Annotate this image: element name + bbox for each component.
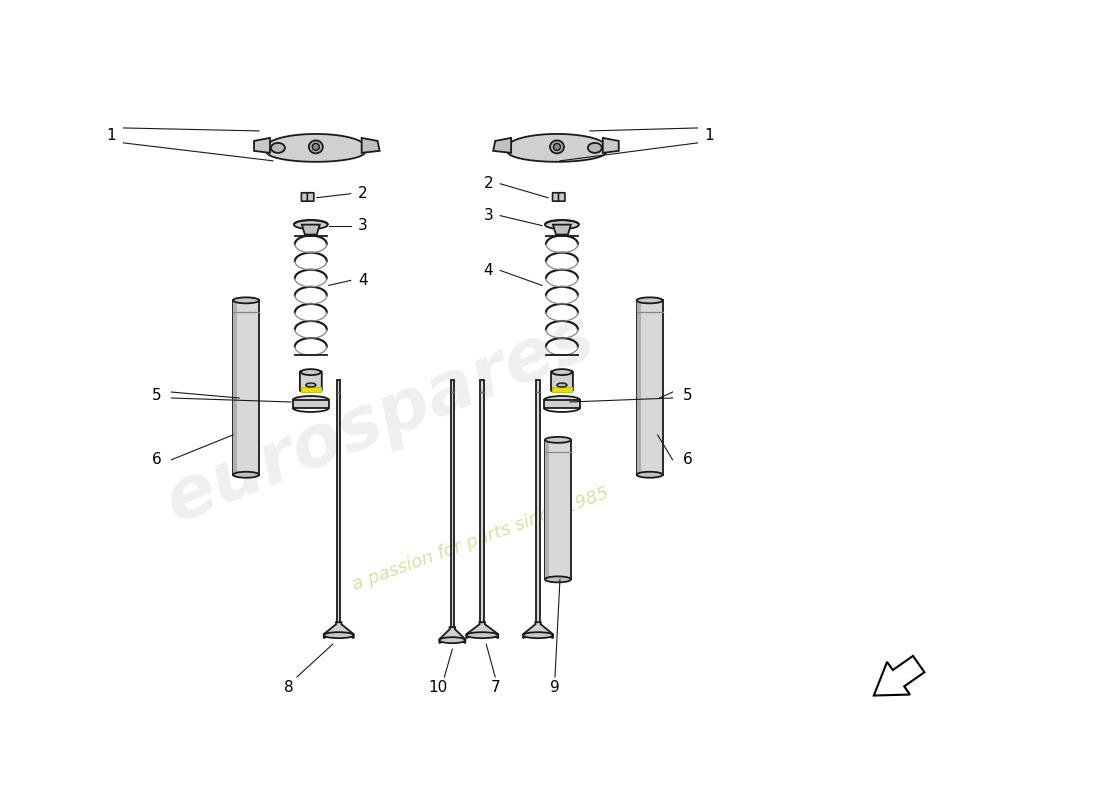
Polygon shape bbox=[507, 134, 606, 162]
FancyBboxPatch shape bbox=[544, 400, 580, 408]
Polygon shape bbox=[337, 380, 341, 626]
Polygon shape bbox=[637, 300, 662, 474]
Polygon shape bbox=[301, 225, 320, 234]
FancyBboxPatch shape bbox=[559, 193, 565, 201]
Text: eurospares: eurospares bbox=[156, 302, 605, 538]
Ellipse shape bbox=[233, 472, 258, 478]
Ellipse shape bbox=[637, 472, 662, 478]
Text: 6: 6 bbox=[152, 452, 162, 467]
FancyBboxPatch shape bbox=[307, 193, 314, 201]
Text: 7: 7 bbox=[491, 679, 501, 694]
Text: 5: 5 bbox=[683, 387, 692, 402]
Polygon shape bbox=[466, 622, 498, 638]
Ellipse shape bbox=[637, 298, 662, 303]
Text: 1: 1 bbox=[705, 129, 714, 143]
Ellipse shape bbox=[439, 637, 465, 643]
Polygon shape bbox=[362, 138, 380, 153]
Polygon shape bbox=[233, 300, 258, 474]
Bar bbox=[637, 300, 640, 474]
FancyBboxPatch shape bbox=[293, 400, 329, 408]
Polygon shape bbox=[481, 380, 484, 626]
Ellipse shape bbox=[294, 220, 328, 229]
Polygon shape bbox=[537, 380, 540, 626]
FancyBboxPatch shape bbox=[301, 193, 308, 201]
Ellipse shape bbox=[587, 143, 602, 153]
Polygon shape bbox=[873, 656, 924, 695]
Polygon shape bbox=[544, 440, 571, 579]
Text: 4: 4 bbox=[358, 273, 367, 288]
Text: 10: 10 bbox=[429, 679, 448, 694]
Ellipse shape bbox=[466, 632, 498, 638]
Polygon shape bbox=[254, 138, 270, 153]
Polygon shape bbox=[266, 134, 365, 162]
Ellipse shape bbox=[544, 220, 579, 229]
Ellipse shape bbox=[550, 141, 564, 154]
Text: 3: 3 bbox=[483, 208, 493, 223]
FancyBboxPatch shape bbox=[301, 387, 321, 392]
Text: 2: 2 bbox=[483, 176, 493, 191]
Text: 8: 8 bbox=[284, 679, 294, 694]
FancyBboxPatch shape bbox=[552, 387, 572, 392]
FancyBboxPatch shape bbox=[551, 371, 573, 391]
Text: 5: 5 bbox=[152, 387, 162, 402]
Ellipse shape bbox=[233, 298, 258, 303]
Bar bbox=[233, 300, 236, 474]
FancyBboxPatch shape bbox=[552, 193, 559, 201]
Ellipse shape bbox=[544, 396, 580, 404]
Text: 4: 4 bbox=[483, 263, 493, 278]
FancyBboxPatch shape bbox=[300, 371, 322, 391]
Ellipse shape bbox=[524, 632, 553, 638]
Text: 9: 9 bbox=[550, 679, 560, 694]
Text: 3: 3 bbox=[358, 218, 367, 233]
Text: a passion for parts since 1985: a passion for parts since 1985 bbox=[350, 485, 612, 594]
Polygon shape bbox=[524, 622, 553, 638]
Ellipse shape bbox=[301, 369, 321, 375]
Ellipse shape bbox=[544, 437, 571, 443]
Ellipse shape bbox=[309, 141, 322, 154]
Ellipse shape bbox=[323, 632, 354, 638]
Bar bbox=[544, 440, 549, 579]
Polygon shape bbox=[553, 225, 571, 234]
Text: 1: 1 bbox=[107, 129, 117, 143]
Ellipse shape bbox=[552, 369, 572, 375]
Text: 6: 6 bbox=[683, 452, 692, 467]
Ellipse shape bbox=[312, 143, 319, 150]
Ellipse shape bbox=[306, 383, 316, 387]
Polygon shape bbox=[451, 380, 454, 631]
Polygon shape bbox=[439, 627, 465, 643]
Ellipse shape bbox=[271, 143, 285, 153]
Ellipse shape bbox=[293, 396, 329, 404]
Ellipse shape bbox=[544, 576, 571, 582]
Text: 2: 2 bbox=[358, 186, 367, 202]
Ellipse shape bbox=[553, 143, 561, 150]
Polygon shape bbox=[323, 622, 354, 638]
Ellipse shape bbox=[557, 383, 566, 387]
Polygon shape bbox=[603, 138, 619, 153]
Polygon shape bbox=[493, 138, 512, 153]
